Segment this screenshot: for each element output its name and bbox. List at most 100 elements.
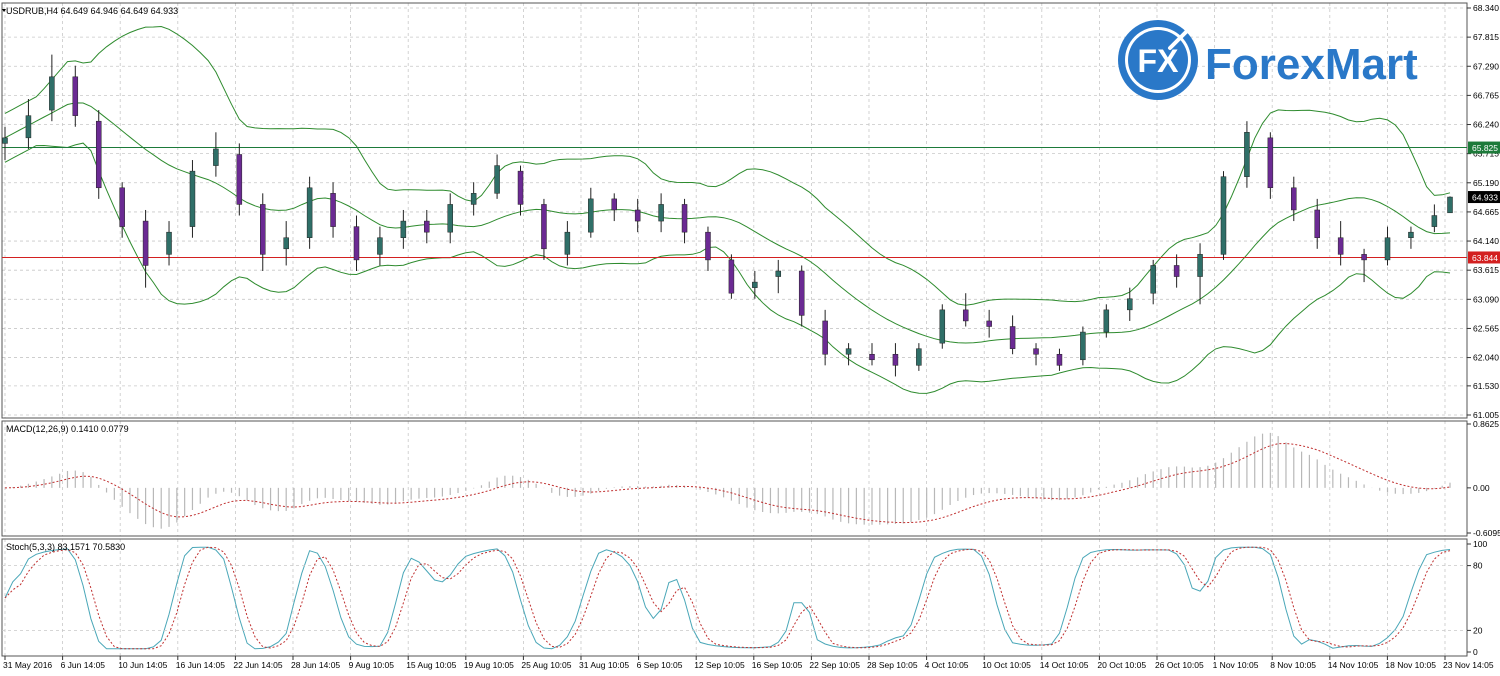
bear-candle-body xyxy=(986,320,992,327)
candle xyxy=(447,193,453,244)
price-tick-label: 63.090 xyxy=(1473,294,1499,304)
stoch-tick-label: 100 xyxy=(1473,539,1487,549)
bull-candle-body xyxy=(49,76,55,111)
candle xyxy=(611,193,617,222)
bear-candle-body xyxy=(353,226,360,261)
bull-candle-body xyxy=(213,148,219,166)
bull-candle-body xyxy=(752,281,758,288)
time-tick-label: 22 Jun 14:05 xyxy=(233,660,282,670)
bull-candle-body xyxy=(1431,215,1438,227)
stoch-tick-label: 0 xyxy=(1473,647,1478,657)
candle xyxy=(1447,196,1453,214)
candle xyxy=(1103,304,1110,338)
candle xyxy=(1080,326,1086,366)
candle xyxy=(1197,243,1203,305)
candle xyxy=(1056,348,1063,371)
macd-signal-line xyxy=(4,442,1451,524)
candle xyxy=(1431,204,1438,233)
bull-candle-body xyxy=(1447,196,1453,214)
candle xyxy=(236,143,243,216)
bear-candle-body xyxy=(962,309,969,322)
time-tick-label: 16 Sep 10:05 xyxy=(752,660,803,670)
candle xyxy=(142,209,149,288)
bull-candle-body xyxy=(377,237,383,255)
candle xyxy=(705,226,711,272)
candle xyxy=(119,182,125,238)
bull-candle-body xyxy=(658,204,664,222)
macd-panel: MACD(12,26,9) 0.1410 0.0779 xyxy=(1,420,1468,537)
bear-candle-body xyxy=(330,193,336,227)
bull-candle-body xyxy=(25,115,32,139)
time-tick-label: 15 Aug 10:05 xyxy=(406,660,456,670)
red-level-marker xyxy=(1468,251,1500,264)
bull-candle-body xyxy=(939,309,946,344)
bear-candle-body xyxy=(260,204,266,255)
time-tick-label: 8 Nov 10:05 xyxy=(1270,660,1316,670)
time-tick-label: 31 May 2016 xyxy=(3,660,52,670)
bull-candle-body xyxy=(447,204,453,233)
price-tick-label: 67.290 xyxy=(1473,61,1499,71)
time-tick-label: 19 Aug 10:05 xyxy=(464,660,514,670)
bear-candle-body xyxy=(822,320,828,355)
candle xyxy=(634,198,641,233)
bear-candle-body xyxy=(517,170,524,205)
macd-header: MACD(12,26,9) 0.1410 0.0779 xyxy=(6,424,129,434)
candle xyxy=(189,160,196,238)
bull-candle-body xyxy=(845,348,852,355)
bull-candle-body xyxy=(470,193,477,205)
bear-candle-body xyxy=(798,270,805,316)
bear-candle-body xyxy=(705,231,711,261)
horizontal-levels xyxy=(2,147,1467,258)
price-tick-label: 61.530 xyxy=(1473,381,1499,391)
candle xyxy=(1220,171,1227,260)
bear-candle-body xyxy=(1337,237,1344,255)
time-tick-label: 1 Nov 10:05 xyxy=(1213,660,1259,670)
current-price-marker xyxy=(1468,191,1500,204)
time-tick-label: 6 Sep 10:05 xyxy=(637,660,683,670)
bear-candle-body xyxy=(119,187,125,227)
candle xyxy=(330,182,336,238)
time-tick-label: 14 Nov 10:05 xyxy=(1328,660,1379,670)
price-tick-label: 62.565 xyxy=(1473,323,1499,333)
red-level-marker-label: 63.844 xyxy=(1472,253,1498,263)
bear-candle-body xyxy=(1314,209,1320,238)
time-tick-label: 14 Oct 10:05 xyxy=(1040,660,1089,670)
candle xyxy=(424,209,430,244)
candle xyxy=(494,154,500,199)
bear-candle-body xyxy=(634,209,641,222)
bull-candle-body xyxy=(564,231,571,255)
candle xyxy=(916,343,922,371)
time-tick-label: 9 Aug 10:05 xyxy=(349,660,395,670)
candle xyxy=(962,293,969,327)
bull-candle-body xyxy=(400,220,407,238)
candle xyxy=(306,176,313,249)
bear-candle-body xyxy=(541,204,547,250)
candle xyxy=(1291,176,1297,222)
collapse-triangle-icon[interactable] xyxy=(2,9,6,12)
candlestick-series xyxy=(2,54,1453,377)
candle xyxy=(470,182,477,216)
bull-candle-body xyxy=(1197,254,1203,277)
bull-candle-body xyxy=(1080,331,1086,361)
bull-candle-body xyxy=(494,165,500,194)
stoch-main-line xyxy=(4,546,1451,650)
candle xyxy=(400,209,407,249)
candle xyxy=(588,187,594,238)
bull-candle-body xyxy=(2,137,8,144)
price-panel-frame xyxy=(1,2,1468,419)
price-tick-label: 67.815 xyxy=(1473,32,1499,42)
candle xyxy=(798,265,805,327)
time-tick-label: 22 Sep 10:05 xyxy=(809,660,860,670)
bollinger-bands xyxy=(4,25,1451,394)
bollinger-upper-band xyxy=(4,25,1451,306)
price-tick-label: 66.765 xyxy=(1473,90,1499,100)
stoch-panel-frame xyxy=(1,538,1468,657)
macd-tick-label: 0.8625 xyxy=(1473,419,1499,429)
bull-candle-body xyxy=(916,348,922,366)
bear-candle-body xyxy=(1009,326,1016,349)
candle xyxy=(845,343,852,366)
time-axis: 31 May 2016 6 Jun 14:05 10 Jun 14:05 16 Jun… xyxy=(3,656,1494,670)
candle xyxy=(283,221,289,266)
logo-arrow-icon xyxy=(1168,18,1200,50)
price-tick-label: 61.005 xyxy=(1473,410,1499,420)
